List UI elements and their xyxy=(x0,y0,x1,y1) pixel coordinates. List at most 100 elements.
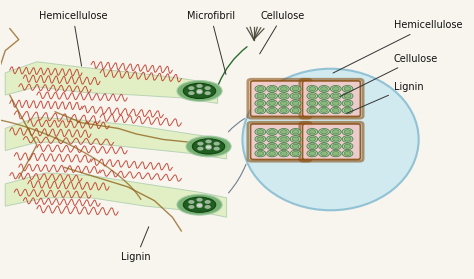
Circle shape xyxy=(255,150,266,157)
Circle shape xyxy=(257,130,264,134)
Circle shape xyxy=(344,144,351,148)
Circle shape xyxy=(257,137,264,141)
Circle shape xyxy=(278,107,289,114)
Circle shape xyxy=(281,144,287,148)
Polygon shape xyxy=(5,117,227,159)
Circle shape xyxy=(344,94,351,98)
Circle shape xyxy=(319,150,329,157)
Circle shape xyxy=(281,137,287,141)
Circle shape xyxy=(307,100,318,107)
Circle shape xyxy=(319,85,329,92)
Circle shape xyxy=(269,94,275,98)
Circle shape xyxy=(269,109,275,112)
Circle shape xyxy=(281,109,287,112)
Circle shape xyxy=(281,151,287,156)
Circle shape xyxy=(196,203,203,207)
Circle shape xyxy=(267,85,277,92)
Circle shape xyxy=(321,137,328,141)
Circle shape xyxy=(196,198,203,202)
Circle shape xyxy=(319,129,329,135)
Circle shape xyxy=(290,143,301,150)
Circle shape xyxy=(269,87,275,91)
Circle shape xyxy=(257,151,264,156)
Circle shape xyxy=(255,129,266,135)
FancyBboxPatch shape xyxy=(251,124,309,160)
FancyBboxPatch shape xyxy=(251,81,309,116)
Circle shape xyxy=(321,151,328,156)
Circle shape xyxy=(278,150,289,157)
Circle shape xyxy=(330,136,341,142)
Circle shape xyxy=(309,94,316,98)
Circle shape xyxy=(309,144,316,148)
Circle shape xyxy=(332,87,339,91)
Ellipse shape xyxy=(183,197,216,212)
Circle shape xyxy=(330,93,341,99)
Text: Cellulose: Cellulose xyxy=(340,54,438,97)
Circle shape xyxy=(342,143,353,150)
Circle shape xyxy=(307,93,318,99)
Circle shape xyxy=(281,94,287,98)
Circle shape xyxy=(321,101,328,105)
Circle shape xyxy=(332,109,339,112)
Circle shape xyxy=(267,136,277,142)
Circle shape xyxy=(309,87,316,91)
Circle shape xyxy=(342,100,353,107)
Circle shape xyxy=(344,137,351,141)
Circle shape xyxy=(292,101,299,105)
Circle shape xyxy=(188,91,194,95)
Circle shape xyxy=(278,100,289,107)
Circle shape xyxy=(257,101,264,105)
Circle shape xyxy=(290,136,301,142)
Circle shape xyxy=(330,129,341,135)
Circle shape xyxy=(321,109,328,112)
Circle shape xyxy=(342,85,353,92)
Circle shape xyxy=(319,143,329,150)
Circle shape xyxy=(330,107,341,114)
Ellipse shape xyxy=(242,69,419,210)
Circle shape xyxy=(257,87,264,91)
Circle shape xyxy=(267,129,277,135)
Circle shape xyxy=(321,130,328,134)
Circle shape xyxy=(255,107,266,114)
Circle shape xyxy=(290,129,301,135)
Circle shape xyxy=(213,142,220,146)
Circle shape xyxy=(188,200,194,204)
Circle shape xyxy=(344,151,351,156)
Circle shape xyxy=(205,145,212,148)
Circle shape xyxy=(204,205,211,209)
Circle shape xyxy=(269,144,275,148)
Circle shape xyxy=(292,144,299,148)
Ellipse shape xyxy=(177,81,222,101)
Circle shape xyxy=(330,150,341,157)
Text: Lignin: Lignin xyxy=(121,227,151,262)
Circle shape xyxy=(196,89,203,93)
FancyBboxPatch shape xyxy=(302,81,360,116)
Circle shape xyxy=(319,136,329,142)
Circle shape xyxy=(290,100,301,107)
Circle shape xyxy=(269,101,275,105)
FancyBboxPatch shape xyxy=(302,124,360,160)
Text: Microfibril: Microfibril xyxy=(187,11,235,74)
Circle shape xyxy=(330,100,341,107)
Circle shape xyxy=(290,107,301,114)
Circle shape xyxy=(278,143,289,150)
Circle shape xyxy=(307,129,318,135)
Circle shape xyxy=(257,109,264,112)
Circle shape xyxy=(188,86,194,90)
Polygon shape xyxy=(5,62,218,104)
Circle shape xyxy=(255,143,266,150)
Text: Lignin: Lignin xyxy=(346,81,423,113)
Circle shape xyxy=(344,109,351,112)
Circle shape xyxy=(188,205,194,209)
Circle shape xyxy=(332,101,339,105)
Circle shape xyxy=(321,87,328,91)
Circle shape xyxy=(255,100,266,107)
Circle shape xyxy=(197,142,203,146)
Circle shape xyxy=(197,147,203,151)
Circle shape xyxy=(307,107,318,114)
Circle shape xyxy=(307,136,318,142)
Circle shape xyxy=(292,109,299,112)
Circle shape xyxy=(257,144,264,148)
Circle shape xyxy=(278,85,289,92)
Circle shape xyxy=(342,150,353,157)
